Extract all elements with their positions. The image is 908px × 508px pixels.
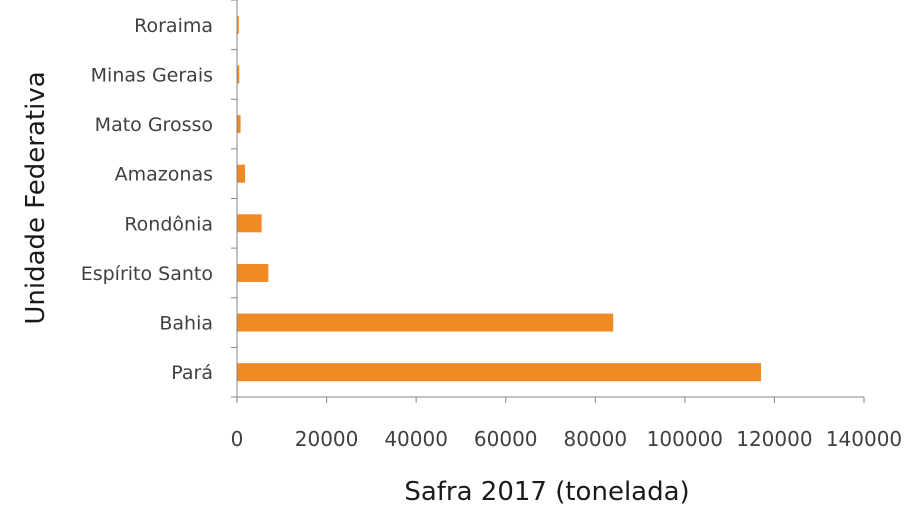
- category-label-4: Amazonas: [115, 164, 213, 186]
- category-label-3: Rondônia: [124, 213, 213, 235]
- category-label-5: Mato Grosso: [95, 114, 213, 136]
- y-axis-title: Unidade Federativa: [21, 71, 51, 324]
- labels-layer: Pará Bahia Espírito Santo Rondônia Amazonas M…: [81, 15, 902, 451]
- bar-1: [237, 313, 614, 332]
- x-tick-label-5: 100000: [647, 427, 723, 451]
- bar-4: [237, 164, 246, 183]
- bars-layer: [237, 15, 761, 382]
- category-label-6: Minas Gerais: [91, 64, 213, 86]
- x-tick-label-6: 120000: [736, 427, 812, 451]
- bar-2: [237, 263, 269, 282]
- x-tick-label-4: 80000: [563, 427, 627, 451]
- x-tick-label-7: 140000: [826, 427, 902, 451]
- bar-3: [237, 214, 262, 233]
- bar-0: [237, 363, 761, 382]
- axes-layer: [231, 0, 865, 403]
- category-label-1: Bahia: [159, 313, 213, 335]
- bar-5: [237, 115, 241, 134]
- x-axis-title: Safra 2017 (tonelada): [404, 477, 689, 507]
- x-tick-label-0: 0: [231, 427, 244, 451]
- category-label-0: Pará: [171, 362, 213, 384]
- x-tick-label-2: 40000: [384, 427, 448, 451]
- x-tick-label-1: 20000: [295, 427, 359, 451]
- category-label-2: Espírito Santo: [81, 263, 213, 285]
- bar-6: [237, 65, 240, 84]
- category-label-7: Roraima: [134, 15, 213, 37]
- bar-7: [237, 15, 239, 34]
- x-tick-label-3: 60000: [474, 427, 538, 451]
